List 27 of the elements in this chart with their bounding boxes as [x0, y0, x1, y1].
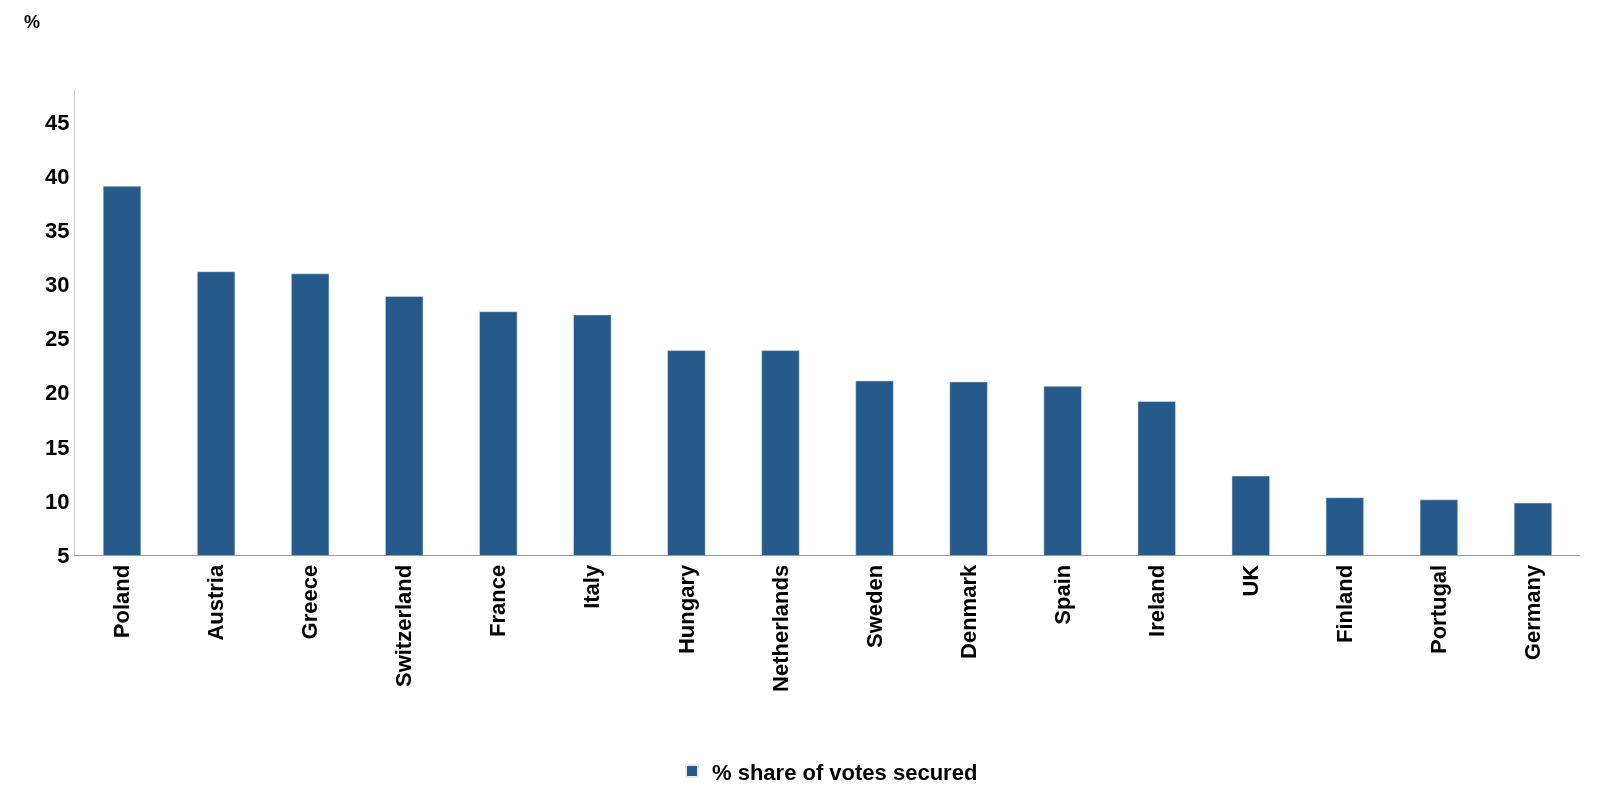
- x-tick-label: Netherlands: [767, 564, 793, 692]
- x-tick-label: Finland: [1331, 564, 1357, 644]
- x-tick-label: Austria: [203, 564, 229, 641]
- x-tick-label: Portugal: [1426, 564, 1452, 655]
- x-tick-label: Italy: [579, 564, 605, 609]
- x-tick-label: Germany: [1520, 564, 1546, 661]
- x-tick-label: Hungary: [673, 564, 699, 655]
- y-tick-label: 20: [45, 380, 70, 406]
- y-tick-label: 35: [45, 218, 70, 244]
- y-tick-label: 5: [57, 542, 70, 568]
- legend-label: % share of votes secured: [712, 759, 978, 785]
- x-tick-label: Sweden: [861, 564, 887, 648]
- y-tick-label: 45: [45, 110, 70, 136]
- x-tick-label: Denmark: [955, 564, 981, 659]
- y-tick-label: 10: [45, 488, 70, 514]
- x-tick-label: Greece: [297, 564, 323, 640]
- y-tick-label: 15: [45, 434, 70, 460]
- x-tick-label: UK: [1237, 564, 1263, 597]
- x-tick-label: France: [485, 564, 511, 637]
- y-tick-label: 40: [45, 164, 70, 190]
- y-axis-title: %: [24, 12, 41, 32]
- y-tick-label: 25: [45, 326, 70, 352]
- y-tick-label: 30: [45, 272, 70, 298]
- x-tick-label: Poland: [109, 564, 135, 639]
- x-tick-label: Ireland: [1143, 564, 1169, 637]
- x-tick-label: Spain: [1049, 564, 1075, 625]
- x-tick-label: Switzerland: [391, 564, 417, 688]
